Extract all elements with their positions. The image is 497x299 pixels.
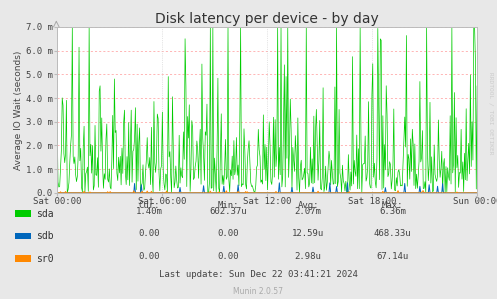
Text: 0.00: 0.00 (138, 252, 160, 261)
sr0 (474, 191, 480, 195)
sdb (344, 181, 350, 184)
Text: sda: sda (36, 209, 54, 219)
sr0 (54, 191, 60, 195)
Text: 0.00: 0.00 (138, 229, 160, 238)
Y-axis label: Average IO Wait (seconds): Average IO Wait (seconds) (14, 50, 23, 170)
sdb (54, 191, 60, 195)
sda (400, 161, 406, 164)
sdb (253, 191, 259, 195)
sdb (304, 191, 310, 195)
sda (466, 141, 472, 145)
Text: 2.07m: 2.07m (295, 207, 322, 216)
sda (255, 128, 261, 131)
Text: 602.37u: 602.37u (210, 207, 248, 216)
Text: Munin 2.0.57: Munin 2.0.57 (234, 287, 283, 296)
Title: Disk latency per device - by day: Disk latency per device - by day (155, 12, 379, 26)
Text: 12.59u: 12.59u (292, 229, 324, 238)
sda (283, 75, 289, 78)
sdb (256, 191, 262, 195)
Text: Last update: Sun Dec 22 03:41:21 2024: Last update: Sun Dec 22 03:41:21 2024 (159, 270, 358, 279)
Line: sr0: sr0 (57, 191, 477, 193)
sda (306, 185, 312, 189)
Text: Avg:: Avg: (297, 201, 319, 210)
sdb (465, 191, 471, 195)
Text: 468.33u: 468.33u (374, 229, 412, 238)
Line: sda: sda (57, 27, 477, 193)
Text: RRDTOOL / TOBI OETIKER: RRDTOOL / TOBI OETIKER (488, 72, 493, 155)
Text: 0.00: 0.00 (218, 229, 240, 238)
Line: sdb: sdb (57, 183, 477, 193)
Text: 0.00: 0.00 (218, 252, 240, 261)
sda (258, 181, 264, 184)
Text: sr0: sr0 (36, 254, 54, 264)
sr0 (465, 191, 471, 195)
sr0 (304, 191, 310, 195)
sdb (399, 191, 405, 195)
sda (474, 84, 480, 88)
sda (205, 191, 211, 195)
sdb (474, 191, 480, 195)
Text: Min:: Min: (218, 201, 240, 210)
Text: Max:: Max: (382, 201, 404, 210)
sr0 (253, 191, 259, 195)
Text: sdb: sdb (36, 231, 54, 241)
Text: Cur:: Cur: (138, 201, 160, 210)
sdb (281, 191, 287, 195)
sr0 (256, 191, 262, 195)
Text: 6.36m: 6.36m (379, 207, 406, 216)
sr0 (399, 191, 405, 195)
Text: 67.14u: 67.14u (377, 252, 409, 261)
Text: 1.40m: 1.40m (136, 207, 163, 216)
sda (69, 25, 75, 29)
sr0 (395, 189, 401, 193)
sr0 (281, 191, 287, 195)
sda (54, 116, 60, 119)
Text: 2.98u: 2.98u (295, 252, 322, 261)
